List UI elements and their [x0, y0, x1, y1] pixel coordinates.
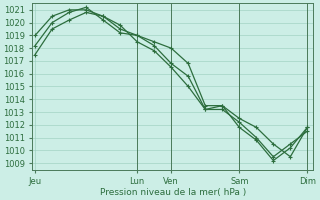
X-axis label: Pression niveau de la mer( hPa ): Pression niveau de la mer( hPa ) [100, 188, 246, 197]
